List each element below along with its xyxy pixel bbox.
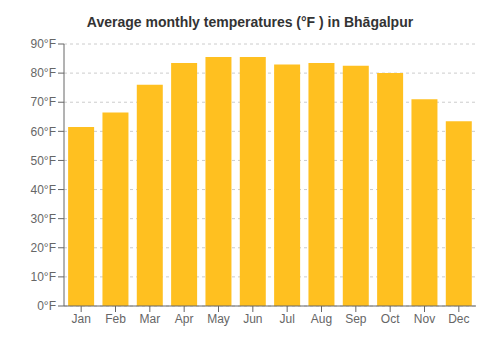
svg-text:40°F: 40°F bbox=[31, 183, 56, 197]
html-text:Average monthly temperatures (: Average monthly temperatures (°F ) in Bh… bbox=[86, 14, 414, 30]
svg-text:90°F: 90°F bbox=[31, 37, 56, 51]
svg-text:Jul: Jul bbox=[279, 312, 294, 326]
svg-text:60°F: 60°F bbox=[31, 125, 56, 139]
svg-text:20°F: 20°F bbox=[31, 241, 56, 255]
svg-text:Jan: Jan bbox=[71, 312, 90, 326]
svg-text:30°F: 30°F bbox=[31, 212, 56, 226]
svg-text:80°F: 80°F bbox=[31, 66, 56, 80]
svg-text:Feb: Feb bbox=[105, 312, 126, 326]
svg-text:0°F: 0°F bbox=[37, 299, 56, 313]
svg-text:Jun: Jun bbox=[243, 312, 262, 326]
svg-text:Dec: Dec bbox=[448, 312, 469, 326]
svg-text:50°F: 50°F bbox=[31, 154, 56, 168]
svg-text:70°F: 70°F bbox=[31, 95, 56, 109]
svg-text:Oct: Oct bbox=[381, 312, 400, 326]
svg-text:10°F: 10°F bbox=[31, 270, 56, 284]
svg-text:Nov: Nov bbox=[414, 312, 435, 326]
svg-text:Aug: Aug bbox=[311, 312, 332, 326]
svg-text:May: May bbox=[207, 312, 230, 326]
svg-text:Sep: Sep bbox=[345, 312, 367, 326]
svg-text:Apr: Apr bbox=[175, 312, 194, 326]
svg-text:Mar: Mar bbox=[139, 312, 160, 326]
